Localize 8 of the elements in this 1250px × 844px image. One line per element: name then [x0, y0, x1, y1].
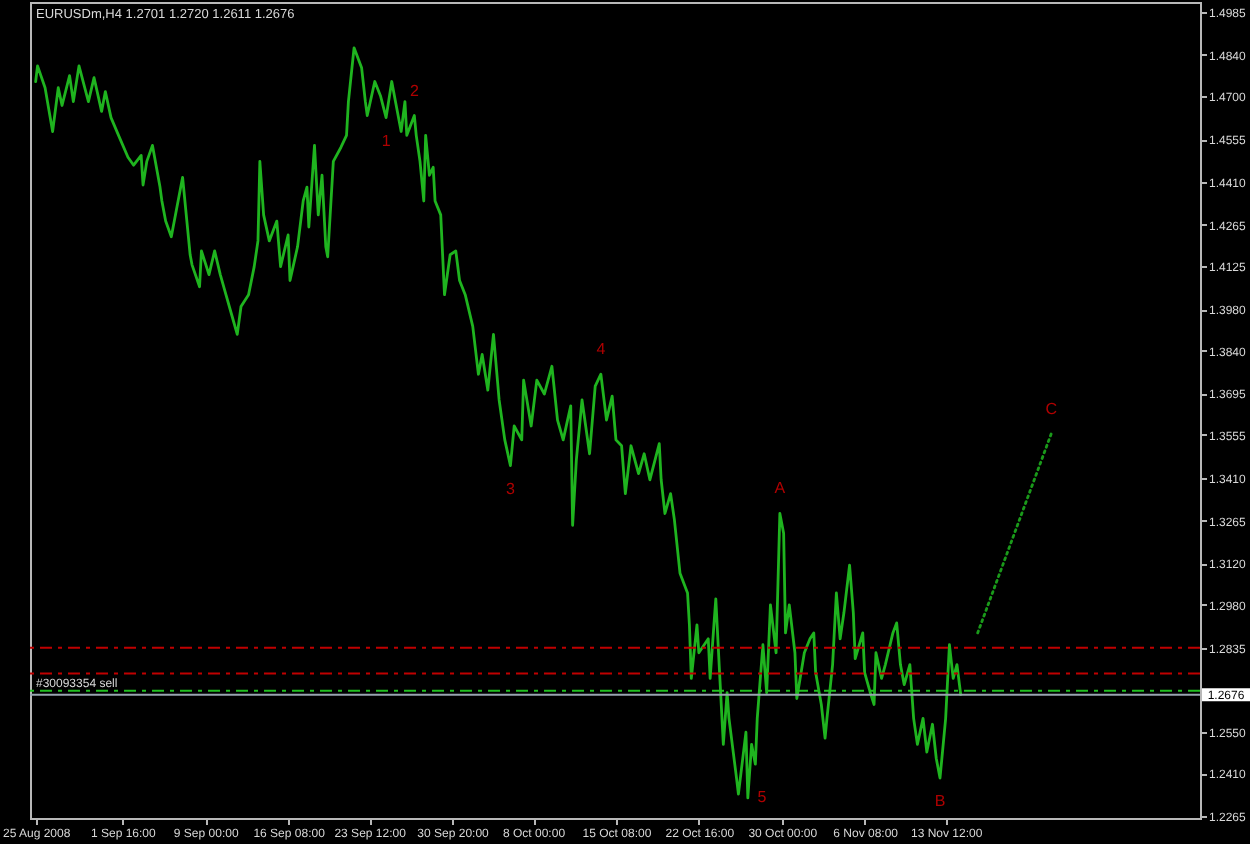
annotation: B: [934, 792, 946, 811]
annotation: C: [1045, 399, 1058, 418]
annotation: 2: [409, 81, 420, 100]
annotation: 3: [505, 479, 516, 498]
annotation: A: [774, 479, 787, 498]
annotation: 4: [596, 340, 607, 359]
annotation: 5: [757, 787, 768, 806]
annotation: 1: [381, 131, 392, 150]
